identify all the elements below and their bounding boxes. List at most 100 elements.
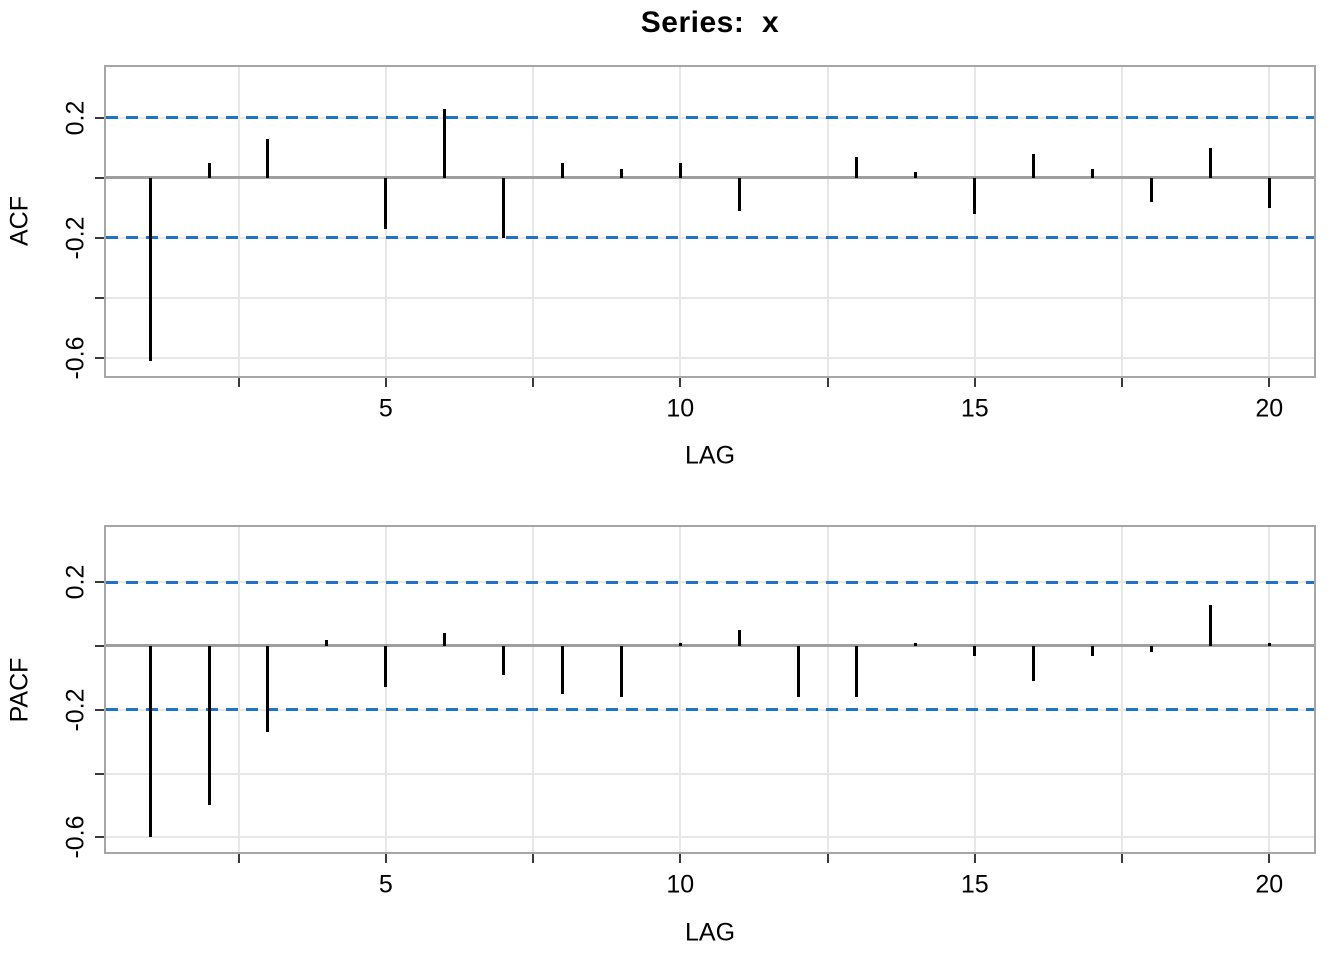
acf-v-gridline [679,67,682,376]
acf-x-tick [826,378,829,387]
pacf-x-tick [384,854,387,863]
pacf-confidence-band-line [106,580,1314,584]
pacf-bar-lag-7 [502,645,506,675]
pacf-x-tick-label: 5 [378,870,393,899]
acf-x-tick [973,378,976,387]
acf-x-tick [532,378,534,387]
acf-y-tick [95,176,104,179]
plot-title: Series: x [640,6,780,39]
pacf-x-tick [532,854,534,863]
pacf-y-tick-label: -0.6 [61,815,90,859]
acf-confidence-band-line [106,236,1314,240]
pacf-bar-lag-20 [1267,642,1271,646]
pacf-x-tick-label: 10 [666,870,695,899]
pacf-bar-lag-15 [973,645,977,656]
pacf-zero-line [106,644,1314,648]
acf-bar-lag-19 [1208,147,1212,178]
pacf-bar-lag-11 [737,630,741,646]
pacf-panel-border [104,525,1316,854]
acf-x-tick-label: 20 [1255,394,1284,423]
acf-bar-lag-8 [560,162,564,178]
acf-v-gridline [237,67,240,376]
pacf-y-tick [95,708,104,711]
acf-bar-lag-16 [1032,153,1036,178]
pacf-bar-lag-5 [384,645,388,688]
acf-bar-lag-17 [1091,168,1095,178]
acf-x-tick [679,378,682,387]
acf-x-tick [1120,378,1123,387]
pacf-v-gridline [1120,527,1123,852]
pacf-bar-lag-17 [1091,645,1095,656]
pacf-bar-lag-6 [443,633,447,646]
pacf-confidence-band-line [106,708,1314,712]
pacf-y-axis-title: PACF [5,657,34,723]
pacf-v-gridline [384,527,387,852]
pacf-v-gridline [679,527,682,852]
acf-v-gridline [826,67,829,376]
acf-y-tick [95,296,104,299]
acf-x-tick-label: 15 [960,394,989,423]
pacf-v-gridline [237,527,240,852]
pacf-y-tick [95,772,104,775]
acf-bar-lag-1 [148,177,152,361]
acf-v-gridline [532,67,534,376]
pacf-y-tick-label: 0.2 [61,564,90,600]
pacf-x-tick [826,854,829,863]
pacf-bar-lag-4 [325,639,329,646]
pacf-x-tick [1268,854,1271,863]
acf-y-axis-title: ACF [5,196,34,246]
acf-confidence-band-line [106,116,1314,120]
pacf-x-tick-label: 15 [960,870,989,899]
acf-x-axis-title: LAG [684,441,736,470]
acf-v-gridline [973,67,976,376]
acf-h-gridline [106,296,1314,299]
acf-bar-lag-6 [443,108,447,178]
acf-bar-lag-9 [619,168,623,178]
acf-x-tick [1268,378,1271,387]
pacf-v-gridline [532,527,534,852]
pacf-bar-lag-8 [560,645,564,694]
acf-bar-lag-14 [914,171,918,178]
pacf-x-tick [973,854,976,863]
pacf-y-tick [95,644,104,647]
acf-bar-lag-11 [737,177,741,211]
pacf-x-tick [679,854,682,863]
acf-bar-lag-7 [502,177,506,238]
pacf-bar-lag-18 [1149,645,1153,653]
pacf-v-gridline [973,527,976,852]
pacf-y-tick [95,581,104,584]
pacf-bar-lag-1 [148,645,152,838]
acf-bar-lag-18 [1149,177,1153,202]
acf-x-tick [237,378,240,387]
acf-x-tick-label: 10 [666,394,695,423]
acf-bar-lag-3 [266,138,270,178]
acf-bar-lag-13 [855,156,859,178]
acf-y-tick [95,356,104,359]
pacf-v-gridline [826,527,829,852]
acf-v-gridline [1120,67,1123,376]
pacf-bar-lag-2 [207,645,211,806]
acf-h-gridline [106,356,1314,359]
acf-x-tick [384,378,387,387]
pacf-bar-lag-16 [1032,645,1036,682]
acf-x-tick-label: 5 [378,394,393,423]
pacf-bar-lag-10 [678,642,682,646]
acf-panel-border [104,65,1316,378]
acf-zero-line [106,176,1314,180]
pacf-h-gridline [106,772,1314,775]
acf-bar-lag-2 [207,162,211,178]
acf-v-gridline [1268,67,1271,376]
pacf-v-gridline [1268,527,1271,852]
pacf-x-tick [1120,854,1123,863]
pacf-h-gridline [106,836,1314,839]
pacf-bar-lag-9 [619,645,623,697]
pacf-y-tick-label: -0.2 [61,688,90,732]
pacf-bar-lag-13 [855,645,859,697]
pacf-x-tick [237,854,240,863]
acf-bar-lag-5 [384,177,388,229]
pacf-x-tick-label: 20 [1255,870,1284,899]
pacf-y-tick [95,836,104,839]
